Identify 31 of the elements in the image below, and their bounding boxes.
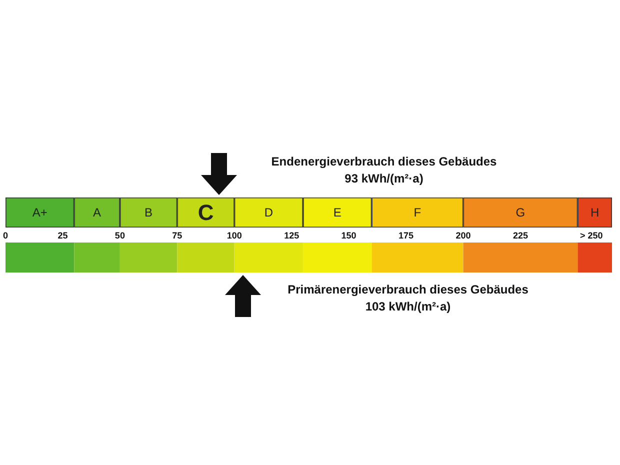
series-label: A xyxy=(93,206,102,220)
x-tick-label: 75 xyxy=(172,230,182,240)
x-tick-label: > 250 xyxy=(580,230,603,240)
series-label: F xyxy=(414,206,422,220)
bar xyxy=(177,242,234,272)
bar xyxy=(234,242,304,272)
bar xyxy=(6,242,74,272)
series-label: D xyxy=(264,206,274,220)
x-tick-label: 150 xyxy=(341,230,356,240)
bar xyxy=(463,242,578,272)
x-tick-label: 0 xyxy=(2,230,8,240)
bar xyxy=(372,242,464,272)
series-label: G xyxy=(516,206,526,220)
x-tick-label: 200 xyxy=(456,230,471,240)
text: Endenergieverbrauch dieses Gebäudes 93 kWh/(m²·a) xyxy=(271,154,498,186)
x-tick-label: 50 xyxy=(114,230,125,240)
x-tick-label: 225 xyxy=(512,230,528,240)
series-label: H xyxy=(590,206,600,220)
text: Primärenergieverbrauch dieses Gebäudes 103 kWh/(m²·a) xyxy=(288,282,529,314)
bar xyxy=(74,242,120,272)
x-tick-label: 125 xyxy=(284,230,300,240)
series-label: A+ xyxy=(32,206,48,220)
series-label: C xyxy=(198,200,214,225)
bar xyxy=(578,242,612,272)
bar xyxy=(120,242,178,272)
x-tick-label: 25 xyxy=(58,230,68,240)
x-tick-label: 100 xyxy=(226,230,242,240)
x-tick-label: 175 xyxy=(398,230,414,240)
series-label: E xyxy=(333,206,342,220)
series-label: B xyxy=(144,206,153,220)
bar xyxy=(303,242,372,272)
